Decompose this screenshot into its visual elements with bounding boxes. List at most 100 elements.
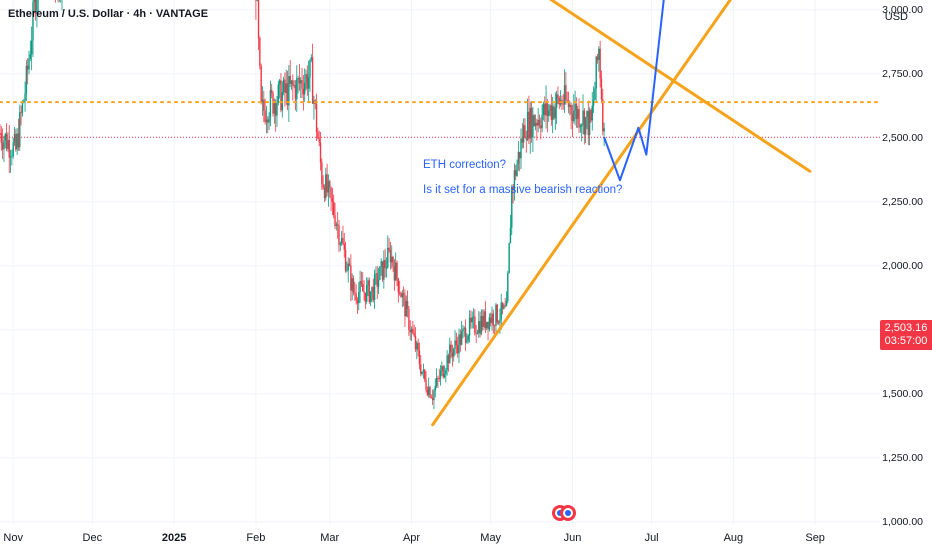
candle-body — [326, 174, 328, 193]
candle-body — [595, 56, 597, 89]
candle-body — [512, 186, 514, 190]
candle-body — [513, 170, 516, 190]
candle-body — [272, 93, 274, 114]
candle-body — [579, 126, 582, 128]
candle-body — [13, 134, 16, 143]
candle-body — [333, 201, 335, 216]
candle-body — [372, 286, 374, 300]
candle-body — [580, 125, 583, 127]
candle-body — [537, 119, 539, 126]
candle-body — [276, 102, 278, 116]
candle-body — [288, 76, 290, 106]
candle-body — [493, 325, 496, 327]
candle-body — [29, 54, 32, 59]
candle-body — [273, 103, 276, 114]
candle-body — [354, 292, 356, 294]
candle-body — [369, 291, 372, 303]
candle-body — [557, 94, 559, 98]
candle-body — [387, 247, 389, 268]
candle-body — [11, 156, 13, 157]
candle-body — [443, 374, 446, 378]
candle-body — [460, 331, 463, 345]
candle-body — [570, 105, 572, 115]
candle-body — [30, 40, 33, 55]
candle-body — [384, 260, 386, 269]
candle-body — [522, 125, 525, 143]
candle-body — [545, 101, 547, 116]
candle-body — [358, 292, 360, 304]
candle-body — [550, 105, 553, 120]
candle-body — [398, 292, 401, 294]
candle-body — [410, 328, 413, 333]
candle-body — [565, 85, 567, 100]
candle-body — [0, 132, 1, 134]
candle-body — [377, 279, 380, 287]
time-tick-label: 2025 — [161, 532, 187, 544]
candle-body — [356, 300, 359, 304]
candle-body — [290, 80, 293, 84]
candle-body — [429, 387, 431, 398]
candle-body — [421, 371, 423, 374]
candle-body — [449, 344, 451, 364]
candle-body — [268, 117, 270, 123]
price-tick-label: 2,000.00 — [882, 260, 923, 272]
candle-body — [549, 105, 551, 111]
candle-body — [383, 260, 385, 280]
candle-body — [546, 101, 549, 116]
candle-body — [319, 142, 322, 163]
candle-body — [530, 107, 533, 138]
candle-body — [563, 85, 566, 105]
candle-body — [260, 65, 262, 103]
price-tick-label: 1,250.00 — [882, 452, 923, 464]
candle-body — [321, 162, 323, 185]
candle-body — [509, 227, 512, 244]
candle-body — [352, 278, 355, 293]
candle-body — [529, 107, 531, 139]
economic-events-flag-icon[interactable] — [551, 503, 577, 523]
candle-body — [422, 369, 425, 372]
candle-body — [329, 181, 331, 188]
candle-body — [551, 106, 554, 120]
candle-body — [367, 280, 369, 286]
candle-body — [17, 133, 20, 148]
candle-body — [591, 106, 593, 121]
chart-grid — [0, 0, 880, 525]
candle-body — [538, 119, 541, 126]
candle-body — [359, 281, 361, 293]
candle-body — [373, 274, 376, 300]
candle-body — [379, 266, 381, 280]
candle-body — [577, 109, 579, 119]
last-price-badge: 2,503.16 03:57:00 — [880, 320, 932, 350]
candle-body — [264, 110, 266, 123]
trendline — [548, 0, 812, 173]
candle-body — [355, 293, 357, 301]
candle-body — [334, 215, 336, 227]
candle-body — [542, 103, 545, 115]
candle-body — [409, 330, 411, 333]
candle-body — [584, 117, 587, 135]
candle-body — [375, 273, 377, 275]
candle-body — [400, 293, 402, 298]
candle-body — [344, 249, 347, 271]
price-tick-label: 1,000.00 — [882, 516, 923, 528]
candle-body — [351, 278, 353, 291]
candle-body — [558, 97, 560, 105]
candle-body — [596, 56, 599, 60]
candle-body — [450, 344, 452, 353]
candle-body — [301, 80, 303, 89]
price-tick-label: 2,250.00 — [882, 196, 923, 208]
candle-body — [395, 262, 397, 281]
candle-body — [348, 263, 351, 266]
time-tick-label: Jun — [563, 532, 582, 544]
candle-body — [330, 187, 332, 199]
candle-body — [458, 334, 460, 354]
candle-body — [388, 247, 390, 250]
candle-body — [427, 387, 430, 395]
candle-body — [573, 110, 575, 121]
candle-body — [325, 174, 327, 199]
candle-body — [397, 278, 400, 293]
candle-body — [284, 79, 286, 93]
candle-body — [525, 137, 527, 140]
candle-body — [533, 115, 535, 126]
